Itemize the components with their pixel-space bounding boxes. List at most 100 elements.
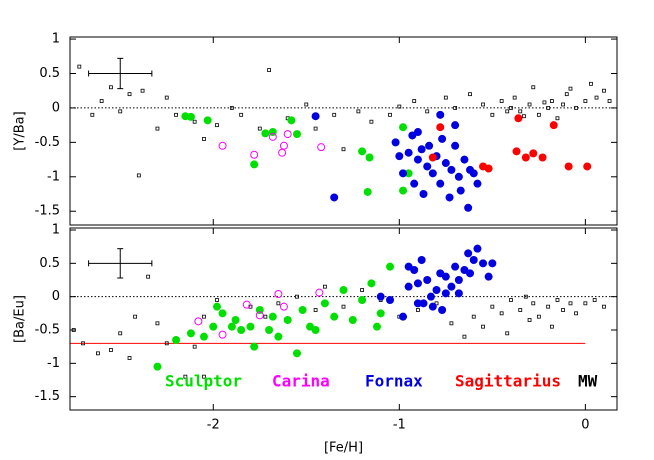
x-tick-label: -1 bbox=[393, 418, 406, 433]
point bbox=[295, 294, 299, 299]
y-tick-label: 1 bbox=[52, 32, 60, 47]
y-tick-label: 0.5 bbox=[39, 256, 60, 271]
point bbox=[202, 374, 206, 379]
point bbox=[399, 312, 408, 321]
point bbox=[274, 332, 283, 341]
point bbox=[499, 311, 504, 316]
point bbox=[199, 332, 208, 341]
point bbox=[250, 342, 259, 351]
point bbox=[194, 317, 203, 326]
point bbox=[71, 328, 76, 332]
point bbox=[313, 126, 318, 131]
point bbox=[454, 289, 463, 298]
point bbox=[473, 244, 482, 253]
point bbox=[174, 112, 178, 117]
point bbox=[322, 284, 327, 289]
point bbox=[192, 344, 197, 349]
y-tick-label: -1.5 bbox=[35, 389, 60, 404]
point bbox=[416, 308, 420, 312]
point bbox=[404, 148, 413, 157]
point bbox=[172, 336, 181, 344]
point bbox=[413, 155, 422, 164]
panel: -1.5 -1 -0.5 0 0.5 1 [Y/Ba] bbox=[13, 32, 618, 226]
point bbox=[441, 272, 450, 281]
point bbox=[320, 299, 329, 308]
x-tick-label: -2 bbox=[207, 418, 220, 433]
y-tick-label: -0.5 bbox=[35, 323, 60, 338]
point bbox=[423, 276, 432, 284]
point bbox=[209, 322, 218, 331]
point bbox=[267, 68, 271, 72]
point bbox=[261, 129, 270, 138]
point bbox=[451, 141, 460, 150]
point bbox=[313, 308, 318, 312]
point bbox=[518, 308, 523, 312]
point bbox=[426, 292, 435, 301]
panel: -1.5 -1 -0.5 0 0.5 1 -2 -1 0 [Ba/Eu] [Fe/H] Sculpto… bbox=[13, 223, 618, 456]
point bbox=[360, 288, 365, 292]
legend-entry: MW bbox=[578, 372, 598, 391]
point bbox=[227, 322, 236, 331]
point bbox=[413, 128, 422, 137]
point bbox=[133, 314, 138, 319]
point bbox=[339, 286, 348, 294]
point bbox=[311, 112, 320, 121]
plot-frame bbox=[69, 227, 618, 411]
point bbox=[330, 312, 339, 321]
point bbox=[412, 99, 417, 103]
point bbox=[155, 126, 160, 131]
y-tick-label: 0 bbox=[52, 100, 60, 115]
point bbox=[315, 288, 324, 297]
x-tick-label: 0 bbox=[581, 418, 589, 433]
point bbox=[484, 164, 493, 173]
point bbox=[592, 298, 597, 302]
point bbox=[417, 145, 426, 154]
point bbox=[514, 114, 523, 123]
point bbox=[77, 64, 82, 69]
point bbox=[602, 88, 606, 93]
point bbox=[99, 99, 104, 103]
point bbox=[413, 279, 422, 288]
point bbox=[376, 309, 385, 318]
point bbox=[564, 92, 569, 97]
point bbox=[425, 109, 430, 114]
point bbox=[155, 321, 160, 326]
point bbox=[490, 112, 495, 117]
point bbox=[456, 186, 465, 195]
point bbox=[127, 356, 132, 360]
point bbox=[410, 179, 419, 188]
point bbox=[292, 130, 301, 139]
point bbox=[358, 296, 367, 304]
point bbox=[287, 116, 296, 125]
point bbox=[369, 119, 374, 124]
point bbox=[499, 99, 504, 103]
point bbox=[109, 348, 113, 352]
point bbox=[268, 132, 277, 141]
point bbox=[564, 162, 573, 171]
point bbox=[186, 329, 195, 338]
point bbox=[432, 286, 441, 294]
point bbox=[464, 249, 473, 258]
point bbox=[164, 341, 169, 346]
point bbox=[469, 256, 478, 264]
point bbox=[136, 173, 141, 178]
point bbox=[449, 321, 454, 326]
point bbox=[527, 318, 532, 322]
point bbox=[417, 256, 426, 264]
point bbox=[118, 109, 123, 114]
point bbox=[505, 109, 510, 114]
point bbox=[454, 172, 463, 181]
point bbox=[332, 112, 337, 117]
point bbox=[404, 262, 413, 271]
point bbox=[594, 95, 599, 100]
point bbox=[395, 152, 404, 161]
point bbox=[454, 276, 463, 284]
point bbox=[549, 324, 554, 329]
y-tick-label: -0.5 bbox=[35, 135, 60, 150]
point bbox=[242, 300, 251, 309]
point bbox=[246, 322, 255, 331]
point bbox=[292, 349, 301, 358]
point bbox=[451, 121, 460, 130]
point bbox=[523, 294, 528, 299]
legend-entry: Sculptor bbox=[165, 372, 242, 391]
